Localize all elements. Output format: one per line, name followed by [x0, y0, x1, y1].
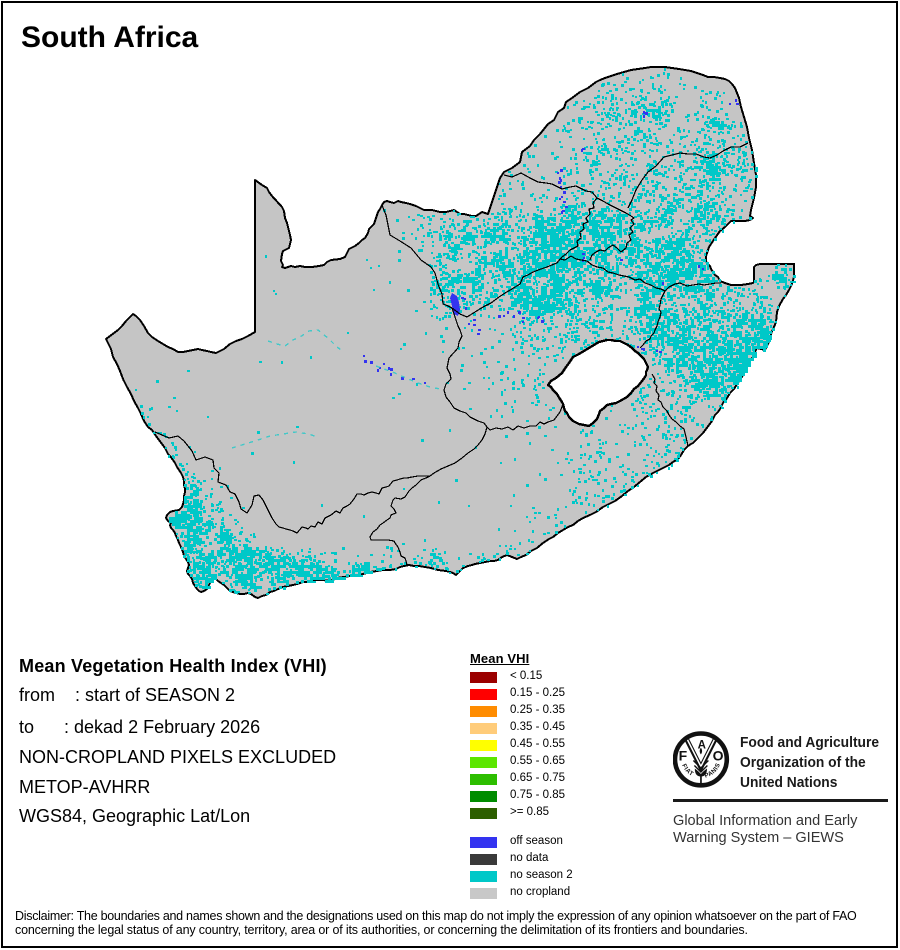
svg-text:F: F	[679, 747, 688, 763]
svg-text:O: O	[713, 747, 724, 763]
svg-text:A: A	[698, 740, 706, 752]
